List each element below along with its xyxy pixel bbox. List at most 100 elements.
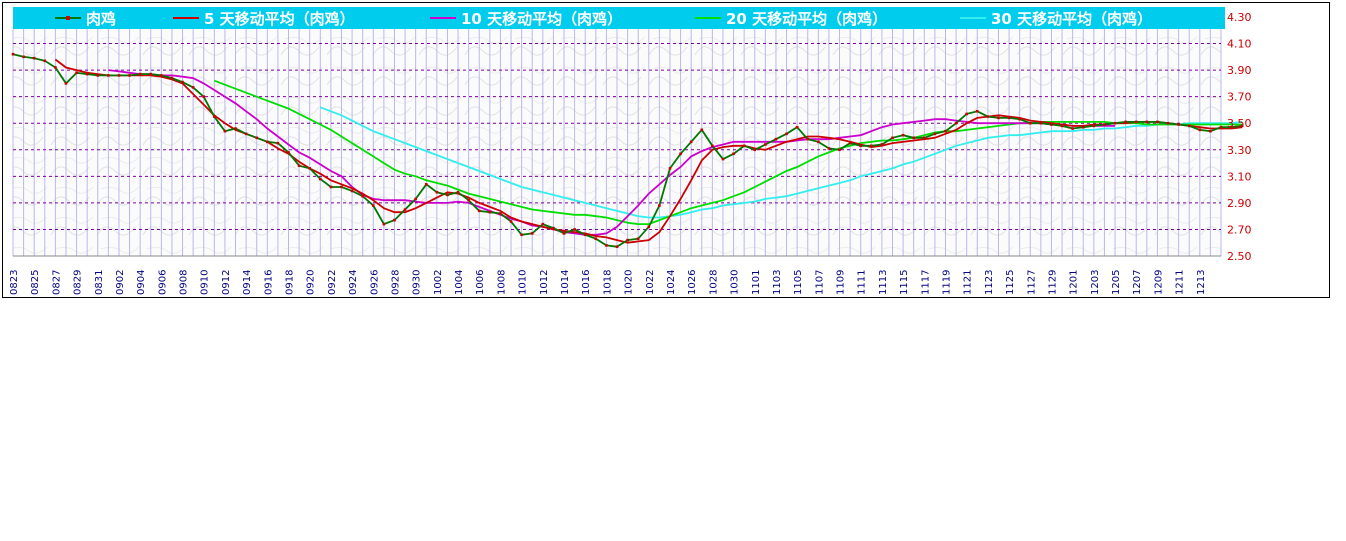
x-tick-label: 1103 <box>772 270 783 295</box>
x-tick-label: 0918 <box>285 270 296 295</box>
data-point <box>138 72 142 76</box>
x-tick-label: 1028 <box>708 270 719 295</box>
data-point <box>266 140 269 144</box>
data-point <box>954 121 958 125</box>
data-point <box>1018 117 1021 121</box>
data-point <box>297 164 301 168</box>
data-point <box>85 72 89 76</box>
x-tick-label: 1119 <box>941 270 952 295</box>
data-point <box>806 137 810 141</box>
data-point <box>605 244 608 247</box>
y-tick-label: 2.70 <box>1227 223 1252 236</box>
series-line <box>108 69 1115 236</box>
data-point <box>456 190 460 194</box>
data-point <box>997 116 1000 120</box>
x-tick-label: 0916 <box>263 270 274 295</box>
data-point <box>870 144 873 148</box>
data-point <box>361 194 364 198</box>
data-point <box>1028 121 1032 125</box>
data-point <box>96 74 100 77</box>
y-tick-label: 2.50 <box>1227 250 1252 263</box>
x-tick-label: 0910 <box>200 270 211 295</box>
data-point <box>43 59 47 63</box>
data-point <box>1209 129 1212 133</box>
x-tick-label: 1201 <box>1069 270 1080 295</box>
data-point <box>234 127 237 130</box>
data-point <box>573 228 576 231</box>
x-tick-label: 1002 <box>433 270 444 295</box>
data-point <box>499 212 502 215</box>
data-point <box>615 245 619 249</box>
data-point <box>1134 120 1138 124</box>
data-point <box>636 237 640 241</box>
data-point <box>424 183 428 186</box>
data-point <box>742 144 746 148</box>
data-point <box>22 55 25 59</box>
data-point <box>1050 123 1053 126</box>
y-tick-label: 3.50 <box>1227 117 1252 130</box>
legend-label: 肉鸡 <box>86 10 116 28</box>
data-point <box>647 225 651 229</box>
x-tick-label: 1129 <box>1047 270 1058 295</box>
x-tick-label: 1213 <box>1196 270 1207 295</box>
x-tick-label: 0906 <box>157 270 168 295</box>
series-line <box>213 79 1243 226</box>
data-point <box>509 220 513 223</box>
x-tick-label: 1209 <box>1153 270 1164 295</box>
x-tick-label: 1107 <box>814 270 825 295</box>
data-point <box>922 136 926 140</box>
data-point <box>64 82 68 85</box>
data-point <box>1166 121 1170 125</box>
x-tick-label: 0827 <box>51 270 62 295</box>
y-tick-label: 3.30 <box>1227 144 1252 157</box>
x-tick-label: 0924 <box>348 270 359 295</box>
data-point <box>562 232 566 235</box>
data-point <box>11 52 15 56</box>
data-point <box>583 233 587 237</box>
data-point <box>764 143 767 146</box>
x-tick-label: 1205 <box>1111 270 1122 295</box>
x-tick-label: 1125 <box>1005 270 1016 295</box>
data-point <box>117 74 121 77</box>
series-line <box>319 106 1243 219</box>
x-tick-label: 1008 <box>496 270 507 295</box>
data-point <box>191 86 195 89</box>
data-point <box>160 74 163 77</box>
x-tick-label: 1121 <box>963 270 974 295</box>
data-point <box>75 71 78 75</box>
x-tick-label: 1101 <box>751 270 762 295</box>
data-point <box>785 132 788 136</box>
data-point <box>467 198 470 202</box>
data-point <box>817 140 820 144</box>
data-point <box>700 128 704 132</box>
data-point <box>658 204 661 207</box>
data-point <box>107 74 110 77</box>
legend-marker <box>66 16 70 20</box>
x-tick-label: 1105 <box>793 270 804 295</box>
chart: 肉鸡 5 天移动平均（肉鸡） 10 天移动平均（肉鸡） 20 天移动平均（肉鸡） 30 … <box>9 7 1252 295</box>
data-point <box>520 233 523 237</box>
legend-label: 20 天移动平均（肉鸡） <box>726 10 887 28</box>
x-tick-label: 1203 <box>1090 270 1101 295</box>
data-point <box>594 237 598 241</box>
x-tick-label: 1022 <box>645 270 656 295</box>
x-tick-label: 1030 <box>730 270 741 295</box>
x-tick-label: 1012 <box>539 270 550 295</box>
data-point <box>1177 123 1180 126</box>
data-point <box>1187 124 1191 128</box>
data-point <box>944 129 947 133</box>
data-point <box>54 66 57 69</box>
x-tick-label: 1117 <box>920 270 931 295</box>
x-tick-label: 0912 <box>221 270 232 295</box>
data-point <box>1007 116 1011 120</box>
y-tick-label: 3.90 <box>1227 64 1252 77</box>
data-point <box>255 136 259 140</box>
data-point <box>795 125 799 129</box>
y-tick-label: 3.70 <box>1227 91 1252 104</box>
data-point <box>435 190 439 194</box>
data-point <box>552 226 555 230</box>
x-tick-label: 0922 <box>327 270 338 295</box>
data-point <box>986 115 990 118</box>
data-point <box>1103 123 1106 126</box>
data-point <box>1092 124 1096 128</box>
